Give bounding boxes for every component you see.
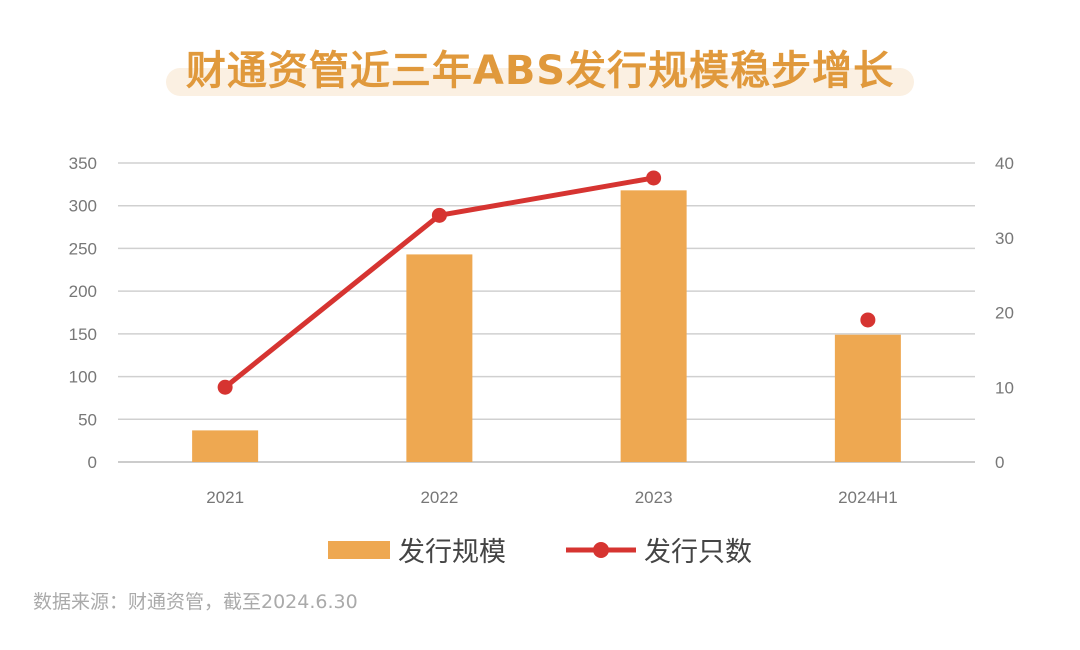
line-point-2022 <box>431 207 447 223</box>
legend: 发行规模 发行只数 <box>0 530 1080 569</box>
left-axis-tick-label: 200 <box>69 282 97 301</box>
left-axis-tick-label: 50 <box>78 410 97 429</box>
right-axis-tick-label: 10 <box>995 378 1014 397</box>
x-axis-tick-label: 2024H1 <box>838 488 898 507</box>
bar-2024H1 <box>834 334 901 462</box>
left-axis-tick-label: 350 <box>69 154 97 173</box>
legend-line-label: 发行只数 <box>644 537 752 568</box>
left-axis-tick-label: 100 <box>69 368 97 387</box>
x-axis-tick-label: 2022 <box>420 488 458 507</box>
x-axis-tick-label: 2021 <box>206 488 244 507</box>
title-highlight <box>166 68 914 96</box>
bar-2023 <box>620 190 687 462</box>
line-segment <box>436 175 657 218</box>
bar-2021 <box>192 430 259 462</box>
x-axis-tick-label: 2023 <box>635 488 673 507</box>
line-segment <box>222 212 442 390</box>
legend-line-swatch <box>566 541 636 558</box>
right-axis-tick-label: 40 <box>995 154 1014 173</box>
right-axis-tick-label: 30 <box>995 229 1014 248</box>
source-note: 数据来源：财通资管，截至2024.6.30 <box>33 591 358 613</box>
chart-title: 财通资管近三年ABS发行规模稳步增长 <box>185 48 895 94</box>
legend-item-bar: 发行规模 <box>328 530 506 569</box>
left-axis-tick-label: 0 <box>88 453 97 472</box>
left-axis-tick-label: 150 <box>69 325 97 344</box>
bar-2022 <box>406 254 473 462</box>
line-point-2021 <box>217 379 233 395</box>
legend-item-line: 发行只数 <box>566 530 752 569</box>
line-point-2024H1 <box>860 312 876 328</box>
legend-bar-label: 发行规模 <box>398 537 506 568</box>
left-axis-tick-label: 250 <box>69 239 97 258</box>
right-axis-tick-label: 20 <box>995 304 1014 323</box>
right-axis-tick-label: 0 <box>995 453 1004 472</box>
legend-bar-swatch <box>328 540 390 559</box>
left-axis-tick-label: 300 <box>69 197 97 216</box>
line-point-2023 <box>646 170 662 186</box>
